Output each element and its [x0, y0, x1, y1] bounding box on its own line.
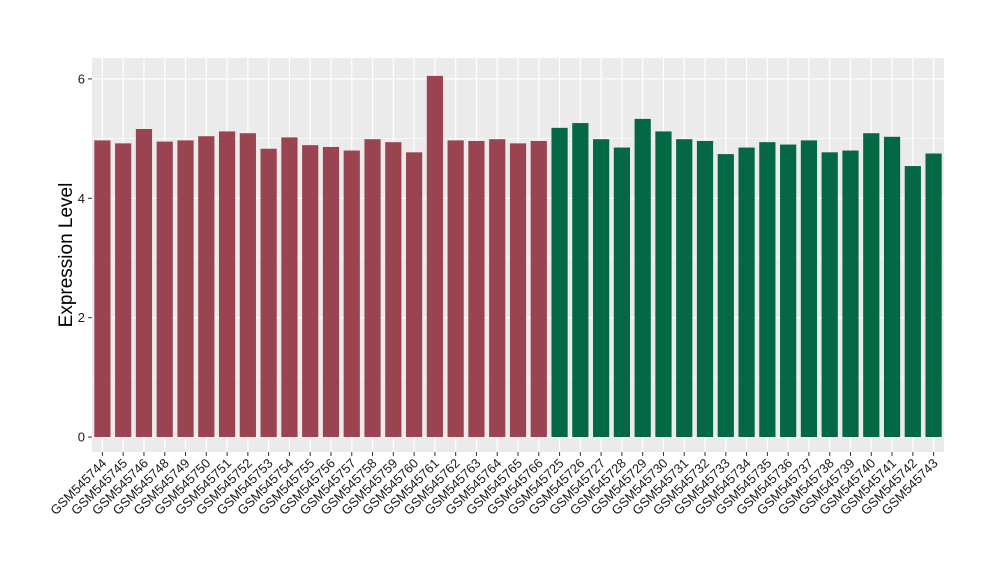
bar-GSM545766: [530, 140, 547, 438]
y-tick-label: 4: [78, 191, 85, 206]
bar-GSM545738: [821, 152, 838, 438]
x-axis: GSM545744GSM545745GSM545746GSM545748GSM5…: [47, 452, 941, 518]
bar-GSM545765: [509, 143, 527, 438]
bar-GSM545753: [260, 148, 277, 438]
y-tick-label: 6: [78, 71, 85, 86]
bar-GSM545760: [405, 152, 423, 438]
y-axis-title: Expression Level: [56, 183, 77, 328]
bar-GSM545731: [676, 139, 693, 438]
bar-GSM545757: [343, 150, 360, 438]
bar-GSM545729: [634, 118, 651, 438]
bar-GSM545732: [696, 140, 714, 438]
bar-GSM545754: [281, 137, 298, 438]
bar-GSM545743: [925, 153, 942, 438]
bar-GSM545758: [364, 139, 381, 438]
bar-GSM545750: [198, 136, 215, 438]
bar-GSM545734: [738, 147, 755, 438]
bar-GSM545739: [842, 150, 859, 438]
bar-GSM545756: [322, 146, 340, 438]
bar-GSM545763: [468, 140, 485, 438]
y-axis: 0 2 4 6: [78, 71, 92, 445]
bar-GSM545726: [572, 123, 589, 438]
bar-GSM545727: [593, 139, 610, 438]
bar-GSM545749: [177, 140, 194, 438]
bar-GSM545748: [156, 141, 173, 438]
bar-GSM545737: [800, 140, 818, 438]
y-tick-label: 0: [78, 430, 85, 445]
bar-GSM545741: [883, 136, 901, 438]
bar-GSM545751: [218, 131, 236, 438]
bar-GSM545728: [613, 147, 631, 438]
bar-GSM545746: [135, 129, 153, 438]
y-tick-label: 2: [78, 310, 85, 325]
bar-GSM545740: [863, 133, 880, 438]
bars: [94, 75, 942, 438]
bar-GSM545762: [447, 140, 464, 438]
bar-GSM545742: [904, 166, 921, 438]
bar-GSM545745: [115, 143, 132, 438]
bar-GSM545755: [302, 145, 319, 438]
bar-GSM545752: [239, 133, 256, 438]
bar-GSM545761: [426, 75, 443, 438]
bar-GSM545744: [94, 140, 111, 438]
bar-GSM545730: [655, 131, 672, 438]
bar-GSM545764: [489, 139, 506, 438]
bar-GSM545735: [759, 142, 776, 438]
bar-GSM545733: [717, 154, 734, 438]
bar-GSM545759: [385, 142, 402, 438]
bar-GSM545725: [551, 127, 568, 438]
bar-GSM545736: [780, 144, 797, 438]
